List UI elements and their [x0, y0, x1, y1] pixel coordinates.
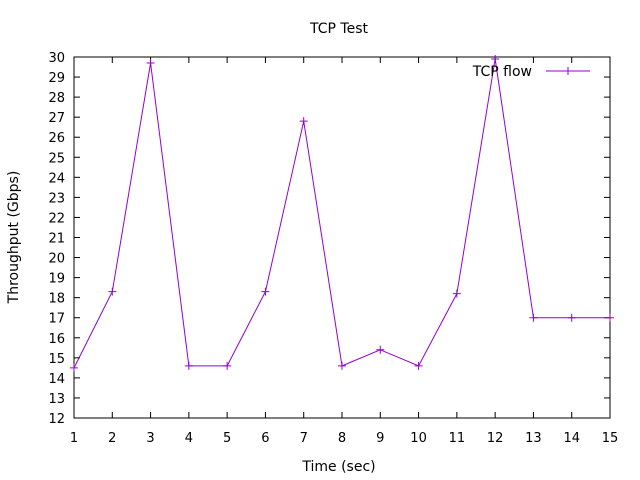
x-tick-label: 14	[563, 431, 580, 446]
legend-marker	[564, 67, 572, 75]
y-axis-title: Throughput (Gbps)	[6, 171, 22, 305]
chart-title: TCP Test	[309, 21, 368, 37]
y-tick-label: 21	[48, 232, 65, 247]
data-point	[261, 287, 270, 296]
data-point	[376, 345, 385, 354]
legend-marker-plus	[564, 67, 572, 75]
data-point	[491, 55, 500, 64]
data-point	[452, 289, 461, 298]
y-tick-label: 28	[48, 91, 65, 106]
x-axis-title: Time (sec)	[301, 459, 375, 475]
y-tick-label: 14	[48, 372, 65, 387]
y-tick-label: 16	[48, 332, 65, 347]
x-tick-label: 10	[410, 431, 427, 446]
data-point	[414, 361, 423, 370]
y-tick-label: 17	[48, 312, 65, 327]
legend-label: TCP flow	[472, 64, 532, 80]
y-tick-label: 30	[48, 51, 65, 66]
data-point	[529, 313, 538, 322]
y-tick-label: 25	[48, 151, 65, 166]
y-tick-label: 22	[48, 211, 65, 226]
data-point	[606, 313, 614, 322]
data-point	[567, 313, 576, 322]
x-tick-label: 2	[108, 431, 116, 446]
y-tick-label: 12	[48, 412, 65, 427]
x-tick-label: 9	[376, 431, 384, 446]
x-tick-label: 11	[449, 431, 466, 446]
axis-ticks: 1 2 3 4 5 6 7 8 9 10 11 12 13 14 151213141516171819202…	[48, 51, 618, 446]
data-point	[108, 287, 117, 296]
data-point	[223, 361, 232, 370]
data-point	[338, 361, 346, 370]
y-tick-label: 13	[48, 392, 65, 407]
x-tick-label: 4	[185, 431, 193, 446]
data-point	[184, 361, 193, 370]
x-tick-label: 1	[70, 431, 78, 446]
x-tick-label: 13	[525, 431, 542, 446]
data-point	[146, 59, 155, 68]
x-tick-label: 5	[223, 431, 231, 446]
y-tick-label: 27	[48, 111, 65, 126]
series-layer	[70, 55, 614, 372]
x-tick-label: 3	[146, 431, 154, 446]
y-tick-label: 19	[48, 272, 65, 287]
y-tick-label: 24	[48, 171, 65, 186]
y-tick-label: 29	[48, 71, 65, 86]
y-tick-label: 20	[48, 252, 65, 267]
y-tick-label: 23	[48, 191, 65, 206]
data-point	[299, 117, 308, 126]
x-tick-label: 12	[487, 431, 504, 446]
legend: TCP flow	[472, 64, 590, 80]
y-tick-label: 18	[48, 292, 65, 307]
x-tick-label: 6	[261, 431, 269, 446]
x-tick-label: 8	[338, 431, 346, 446]
y-tick-label: 15	[48, 352, 65, 367]
x-tick-label: 15	[602, 431, 619, 446]
y-tick-label: 26	[48, 131, 65, 146]
data-point	[70, 363, 78, 372]
x-tick-label: 7	[300, 431, 308, 446]
